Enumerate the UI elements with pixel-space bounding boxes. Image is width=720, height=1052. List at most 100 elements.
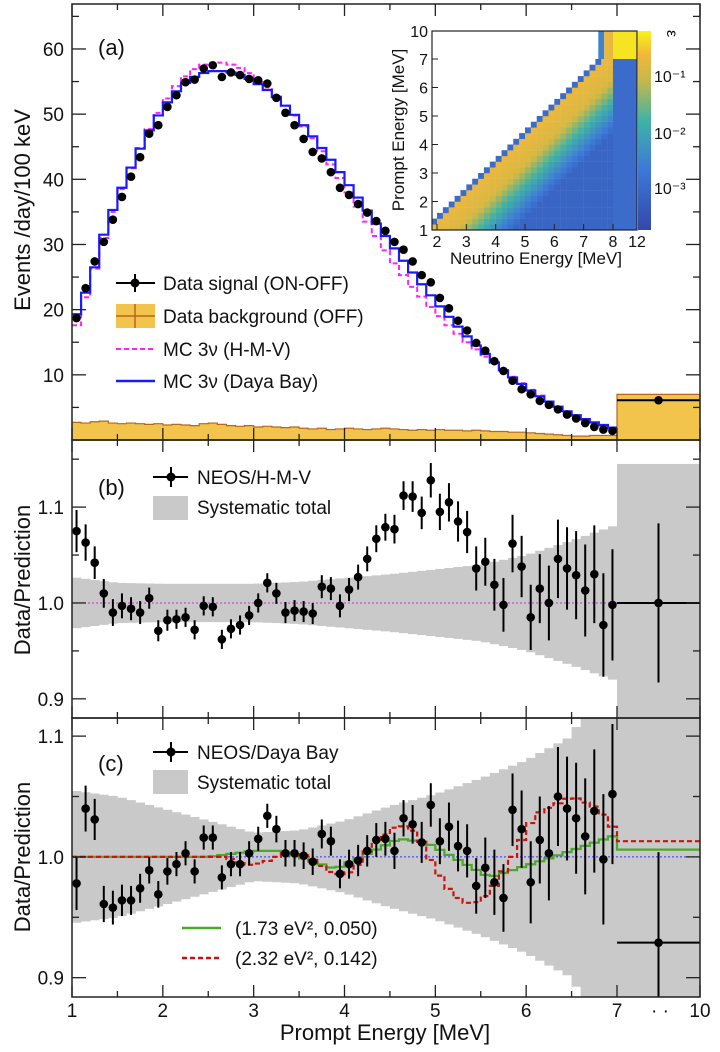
legend-ratio-marker	[166, 472, 176, 482]
inset-cell	[460, 201, 467, 208]
y-tick-label: 1.1	[38, 498, 64, 519]
data-signal-point	[480, 346, 490, 356]
inset-cell	[577, 144, 584, 151]
inset-cell	[524, 224, 532, 231]
ratio-point	[499, 893, 508, 903]
inset-cell	[536, 121, 543, 128]
inset-cell	[513, 190, 520, 196]
inset-cell	[601, 116, 608, 122]
ratio-point	[226, 624, 236, 634]
systematic-band-bin	[389, 573, 400, 633]
inset-cell	[566, 144, 573, 151]
inset-cell	[601, 167, 608, 174]
ratio-point	[281, 608, 290, 617]
ratio-point	[435, 836, 445, 846]
inset-cell	[554, 155, 561, 162]
inset-cell	[595, 59, 602, 65]
ratio-point	[390, 846, 399, 856]
data-signal-point	[190, 75, 199, 84]
inset-cell	[501, 218, 508, 225]
inset-cell	[595, 212, 602, 219]
systematic-band-bin	[217, 583, 227, 623]
data-signal-point	[390, 237, 399, 247]
inset-cell	[507, 144, 514, 151]
legend-label-systematic-b: Systematic total	[197, 498, 331, 519]
inset-cell	[589, 64, 596, 71]
data-signal-point	[535, 396, 545, 406]
inset-cell	[489, 207, 496, 214]
inset-cell	[478, 195, 485, 202]
inset-cell	[589, 207, 596, 214]
inset-cell	[524, 195, 532, 202]
inset-cell	[612, 31, 637, 59]
inset-cell	[501, 195, 508, 202]
inset-cell	[548, 218, 555, 225]
y-axis-title-b: Data/Prediction	[10, 505, 35, 655]
ratio-point	[144, 865, 154, 875]
y-tick-label: 1.1	[38, 727, 64, 748]
inset-cell	[571, 173, 578, 179]
inset-cell	[489, 161, 496, 168]
inset-cell	[442, 207, 449, 214]
inset-cell	[542, 178, 549, 185]
data-signal-point	[353, 199, 363, 209]
inset-cell	[530, 190, 537, 196]
inset-cell	[513, 224, 520, 231]
inset-cell	[495, 173, 502, 179]
inset-cell	[478, 190, 485, 196]
ratio-point	[144, 593, 154, 603]
inset-cell	[548, 138, 555, 145]
ratio-point	[308, 609, 318, 618]
y-axis-title-c: Data/Prediction	[10, 782, 35, 932]
inset-cell	[548, 224, 555, 231]
inset-cell	[507, 161, 514, 168]
inset-cell	[566, 167, 573, 174]
ratio-point	[453, 517, 463, 526]
inset-cell	[583, 87, 590, 94]
inset-cell	[601, 59, 608, 65]
inset-cell	[560, 184, 567, 191]
inset-cell	[536, 212, 543, 219]
inset-cell	[589, 155, 596, 162]
inset-cell	[513, 155, 520, 162]
inset-cell	[478, 224, 485, 231]
inset-cell	[524, 133, 532, 139]
inset-cell	[583, 70, 590, 77]
ratio-point	[108, 608, 118, 617]
inset-cell	[513, 184, 520, 191]
x-axis-title: Prompt Energy [MeV]	[280, 1020, 490, 1045]
inset-cell	[595, 224, 602, 231]
inset-cell	[571, 150, 578, 157]
inset-cell	[601, 195, 608, 202]
inset-cell	[542, 184, 549, 191]
inset-cell	[589, 81, 596, 88]
inset-cell	[601, 81, 608, 88]
inset-cell	[519, 173, 526, 179]
inset-cell	[560, 173, 567, 179]
inset-cell	[495, 155, 502, 162]
data-signal-point	[508, 376, 517, 385]
inset-cell	[507, 190, 514, 196]
systematic-band-bin	[326, 823, 336, 891]
inset-x-tick-label: 2	[433, 234, 442, 251]
ratio-point	[208, 833, 218, 842]
inset-cell	[519, 178, 526, 185]
systematic-band-bin	[399, 572, 409, 634]
inset-cell	[566, 161, 573, 168]
data-signal-point	[444, 304, 454, 313]
inset-cell	[519, 150, 526, 157]
inset-cell	[507, 155, 514, 162]
inset-cell	[571, 161, 578, 168]
inset-cell	[589, 212, 596, 219]
inset-cell	[571, 138, 578, 145]
ratio-point	[235, 620, 245, 630]
inset-cell	[513, 195, 520, 202]
ratio-point	[281, 848, 290, 858]
ratio-point	[126, 604, 136, 614]
inset-cell	[519, 190, 526, 196]
inset-cell	[583, 195, 590, 202]
data-signal-point	[226, 68, 236, 77]
inset-cell	[601, 70, 608, 77]
inset-cell	[536, 224, 543, 231]
inset-cell	[577, 161, 584, 168]
